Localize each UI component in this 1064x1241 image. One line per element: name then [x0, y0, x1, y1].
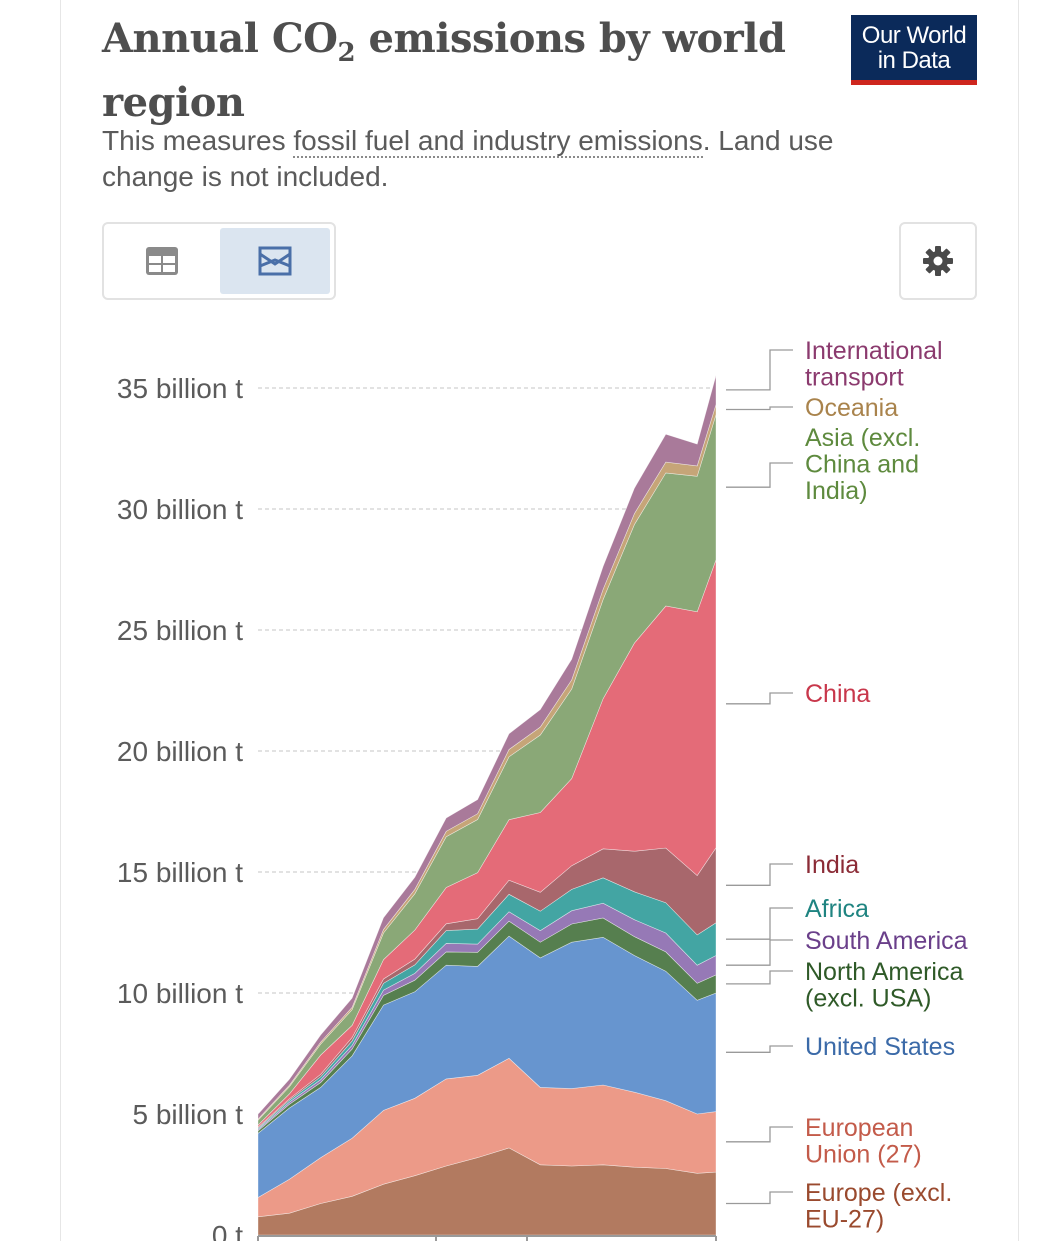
y-tick-label: 0 t: [212, 1220, 243, 1241]
legend-label[interactable]: Africa: [805, 895, 869, 923]
legend: Europe (excl. EU-27) European Union (27) Uni…: [726, 337, 968, 1234]
title-subscript: 2: [337, 38, 356, 68]
area-international-transport[interactable]: [257, 375, 717, 1120]
settings-button[interactable]: [899, 222, 977, 300]
legend-connector: [726, 863, 793, 886]
y-tick-label: 35 billion t: [117, 373, 243, 404]
tab-table[interactable]: [108, 228, 216, 294]
legend-connector: [726, 1045, 793, 1053]
y-tick-label: 20 billion t: [117, 736, 243, 767]
tab-chart[interactable]: [220, 228, 330, 294]
table-icon: [146, 247, 178, 275]
logo-line-1: Our World: [861, 22, 967, 49]
owid-logo[interactable]: Our World in Data: [851, 15, 977, 85]
y-tick-label: 15 billion t: [117, 857, 243, 888]
legend-label[interactable]: Asia (excl. China and India): [805, 424, 920, 505]
legend-connector: [726, 692, 793, 705]
x-axis: [257, 1235, 717, 1241]
stacked-area-chart-icon: [258, 246, 292, 276]
y-axis-ticks: 0 t 5 billion t 10 billion t 15 billion t 20…: [117, 373, 243, 1241]
legend-label[interactable]: South America: [805, 927, 968, 955]
y-tick-label: 30 billion t: [117, 494, 243, 525]
frame-right-border: [1018, 0, 1019, 1241]
gear-icon: [923, 246, 953, 276]
subtitle-link[interactable]: fossil fuel and industry emissions: [293, 125, 703, 158]
legend-connector: [726, 462, 793, 488]
logo-line-2: in Data: [877, 47, 951, 74]
legend-label[interactable]: International transport: [805, 337, 943, 392]
legend-connector: [726, 970, 793, 985]
subtitle-pre: This measures: [102, 125, 294, 156]
legend-connector: [726, 1126, 793, 1143]
view-tabs: [102, 222, 336, 300]
legend-connector: [726, 406, 793, 411]
legend-connector: [726, 1191, 793, 1205]
title-text-part2: emissions by world region: [102, 15, 786, 126]
y-tick-label: 25 billion t: [117, 615, 243, 646]
y-tick-label: 10 billion t: [117, 978, 243, 1009]
legend-label[interactable]: European Union (27): [805, 1114, 922, 1169]
legend-label[interactable]: United States: [805, 1033, 955, 1061]
legend-label[interactable]: Oceania: [805, 394, 898, 422]
subtitle-post: . Land use change is not included.: [102, 125, 834, 192]
legend-label[interactable]: North America (excl. USA): [805, 958, 963, 1013]
frame-left-border: [60, 0, 61, 1241]
title-text-part1: Annual CO: [102, 15, 338, 62]
legend-label[interactable]: Europe (excl. EU-27): [805, 1179, 952, 1234]
legend-label[interactable]: China: [805, 680, 870, 708]
legend-connector: [726, 349, 793, 391]
chart-subtitle: This measures fossil fuel and industry e…: [102, 123, 902, 195]
legend-connector: [726, 939, 793, 966]
chart-title: Annual CO2 emissions by world region: [102, 14, 822, 127]
legend-connector: [726, 907, 793, 940]
legend-label[interactable]: India: [805, 851, 859, 879]
area-series: [257, 375, 717, 1236]
y-tick-label: 5 billion t: [132, 1099, 243, 1130]
